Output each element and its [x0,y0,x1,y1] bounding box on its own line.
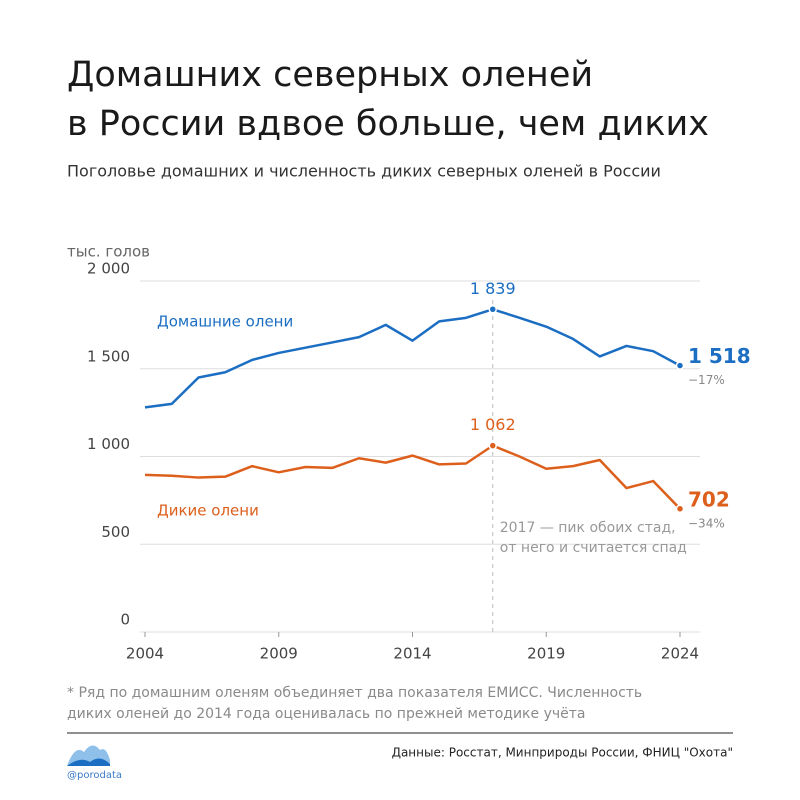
y-tick-label: 0 [120,611,130,629]
x-tick-label: 2019 [527,645,565,663]
annotation: от него и считается спад [500,540,687,556]
change-label: −17% [688,373,725,387]
series-label: Дикие олени [157,502,259,520]
y-tick-label: 500 [101,523,130,541]
subtitle: Поголовье домашних и численность диких с… [67,162,661,181]
footnote: * Ряд по домашним оленям объединяет два … [67,685,642,701]
x-tick-label: 2014 [393,645,431,663]
chart-title: Домашних северных оленей [67,55,593,95]
change-label: −34% [688,516,725,530]
y-axis-label: тыс. голов [67,243,150,261]
footnote: диких оленей до 2014 года оценивалась по… [67,706,585,722]
chart-title: в России вдвое больше, чем диких [67,104,709,144]
data-point [675,504,685,514]
value-label: 702 [688,487,730,511]
data-point [488,441,497,450]
series-label: Домашние олени [157,313,293,331]
value-label: 1 839 [470,279,516,298]
value-label: 1 062 [470,415,516,434]
x-tick-label: 2004 [126,645,164,663]
y-tick-label: 1 000 [87,435,130,453]
source: Данные: Росстат, Минприроды России, ФНИЦ… [392,746,733,760]
brand: @porodata [67,770,122,781]
logo: @porodata [67,745,122,781]
x-tick-label: 2024 [661,645,699,663]
series-line [144,308,681,409]
y-tick-label: 2 000 [87,260,130,278]
x-tick-label: 2009 [260,645,298,663]
data-point [675,361,685,370]
value-label: 1 518 [688,344,751,368]
series-line [144,444,681,510]
annotation: 2017 — пик обоих стад, [500,520,676,536]
y-tick-label: 1 500 [87,347,130,365]
data-point [488,305,497,314]
